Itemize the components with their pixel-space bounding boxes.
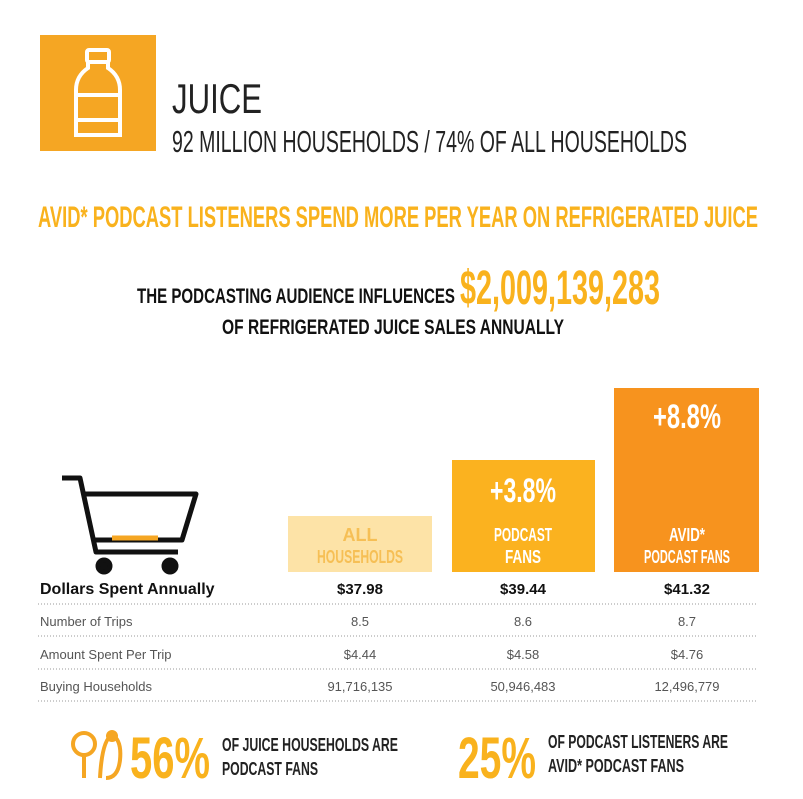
column-label: FANS	[505, 547, 541, 567]
influence-amount: $2,009,139,283	[460, 262, 660, 315]
row-label: Number of Trips	[40, 614, 133, 629]
cell: 8.6	[514, 614, 532, 629]
cell: 8.5	[351, 614, 369, 629]
column-label: PODCAST FANS	[644, 547, 730, 567]
cell: $4.76	[671, 647, 704, 662]
stat-text: PODCAST FANS	[222, 759, 318, 779]
column-box	[614, 388, 759, 572]
cell: $37.98	[337, 581, 383, 598]
cell: $4.44	[344, 647, 377, 662]
cell: 91,716,135	[327, 679, 392, 694]
subtitle: 92 MILLION HOUSEHOLDS / 74% OF ALL HOUSE…	[172, 124, 687, 159]
row-label: Buying Households	[40, 679, 153, 694]
column-lift: +3.8%	[490, 472, 556, 510]
stat-value: 56%	[130, 726, 210, 791]
cell: 8.7	[678, 614, 696, 629]
title: JUICE	[172, 75, 262, 122]
table: Dollars Spent Annually $37.98 $39.44 $41.32…	[38, 581, 758, 702]
cell: 12,496,779	[654, 679, 719, 694]
headline: AVID* PODCAST LISTENERS SPEND MORE PER Y…	[38, 201, 758, 234]
cell: 50,946,483	[490, 679, 555, 694]
stat-text: AVID* PODCAST FANS	[548, 756, 684, 776]
column-label: PODCAST	[494, 525, 552, 545]
influence-suffix: OF REFRIGERATED JUICE SALES ANNUALLY	[222, 316, 564, 339]
column-box	[288, 516, 432, 572]
stat-text: OF PODCAST LISTENERS ARE	[548, 732, 728, 752]
cell: $4.58	[507, 647, 540, 662]
row-label: Amount Spent Per Trip	[40, 647, 172, 662]
bottle-icon	[74, 48, 122, 137]
stat-value: 25%	[458, 726, 536, 791]
cell: $39.44	[500, 581, 547, 598]
column-label: HOUSEHOLDS	[317, 547, 403, 567]
influence-prefix: THE PODCASTING AUDIENCE INFLUENCES	[137, 285, 455, 308]
cell: $41.32	[664, 581, 710, 598]
column-label: ALL	[343, 525, 378, 545]
column-label: AVID*	[669, 525, 705, 545]
column-lift: +8.8%	[653, 398, 721, 436]
stat-text: OF JUICE HOUSEHOLDS ARE	[222, 735, 398, 755]
row-label: Dollars Spent Annually	[40, 581, 215, 598]
headphone-icon	[71, 730, 123, 780]
column-box	[452, 460, 595, 572]
